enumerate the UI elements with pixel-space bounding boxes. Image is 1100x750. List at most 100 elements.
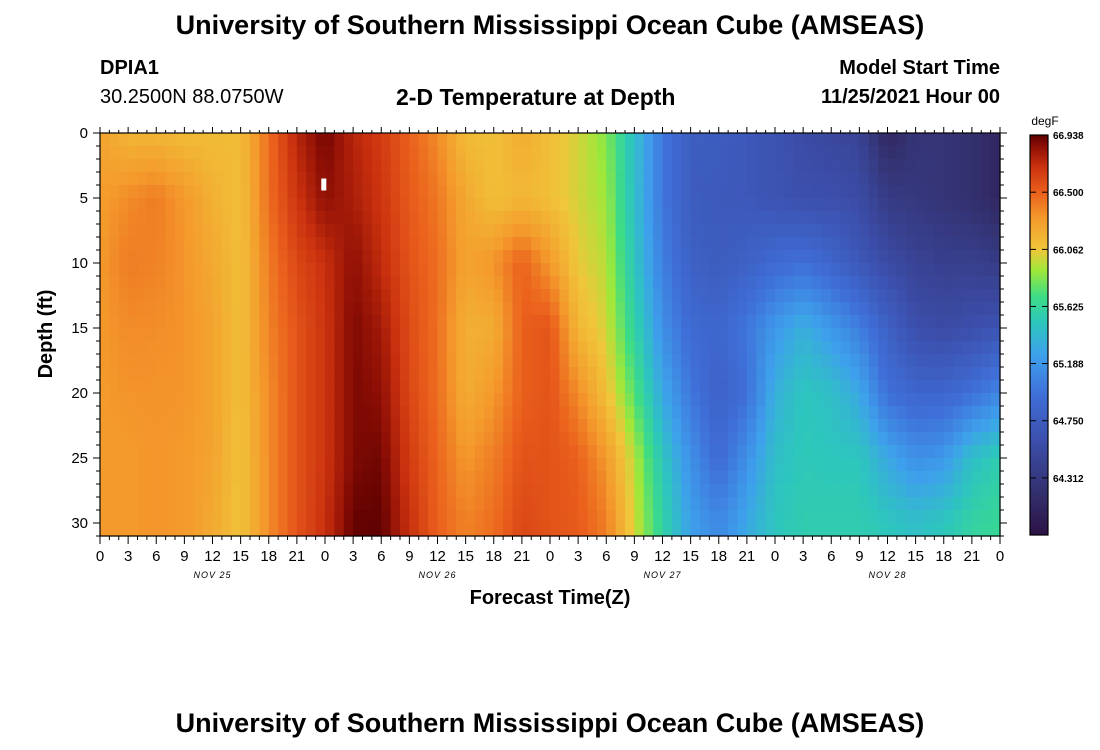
heatmap-cell bbox=[409, 289, 420, 303]
heatmap-cell bbox=[690, 432, 701, 446]
heatmap-cell bbox=[118, 159, 129, 173]
heatmap-cell bbox=[268, 276, 279, 290]
heatmap-cell bbox=[371, 159, 382, 173]
heatmap-cell bbox=[850, 172, 860, 186]
heatmap-cell bbox=[803, 393, 814, 407]
heatmap-cell bbox=[418, 172, 429, 186]
x-tick-label: 15 bbox=[457, 548, 474, 565]
heatmap-cell bbox=[606, 315, 617, 329]
heatmap-cell bbox=[943, 471, 954, 485]
heatmap-cell bbox=[521, 406, 532, 420]
heatmap-cell bbox=[756, 341, 767, 355]
heatmap-cell bbox=[550, 133, 560, 147]
heatmap-cell bbox=[821, 380, 832, 394]
heatmap-cell bbox=[146, 250, 157, 264]
heatmap-cell bbox=[221, 224, 232, 238]
heatmap-cell bbox=[700, 198, 710, 212]
heatmap-cell bbox=[503, 302, 514, 316]
heatmap-cell bbox=[531, 471, 542, 485]
heatmap-cell bbox=[503, 445, 514, 459]
heatmap-cell bbox=[850, 523, 860, 537]
heatmap-cell bbox=[334, 419, 345, 433]
heatmap-cell bbox=[803, 198, 814, 212]
heatmap-cell bbox=[578, 224, 589, 238]
heatmap-cell bbox=[550, 406, 560, 420]
heatmap-cell bbox=[418, 328, 429, 342]
heatmap-cell bbox=[709, 276, 720, 290]
heatmap-cell bbox=[531, 211, 542, 225]
heatmap-cell bbox=[531, 510, 542, 524]
x-tick-label: 12 bbox=[204, 548, 221, 565]
heatmap-cell bbox=[428, 510, 439, 524]
heatmap-cell bbox=[896, 367, 907, 381]
heatmap-cell bbox=[662, 497, 673, 511]
heatmap-cell bbox=[259, 406, 270, 420]
heatmap-cell bbox=[746, 380, 757, 394]
heatmap-cell bbox=[559, 211, 570, 225]
heatmap-cell bbox=[259, 328, 270, 342]
heatmap-cell bbox=[943, 497, 954, 511]
heatmap-cell bbox=[325, 497, 335, 511]
heatmap-cell bbox=[325, 185, 335, 199]
heatmap-cell bbox=[615, 198, 626, 212]
heatmap-cell bbox=[831, 185, 842, 199]
heatmap-cell bbox=[475, 315, 485, 329]
heatmap-cell bbox=[700, 211, 710, 225]
heatmap-cell bbox=[109, 432, 120, 446]
heatmap-cell bbox=[212, 276, 223, 290]
heatmap-cell bbox=[990, 276, 1001, 290]
heatmap-cell bbox=[165, 328, 176, 342]
heatmap-cell bbox=[503, 419, 514, 433]
heatmap-cell bbox=[212, 315, 223, 329]
heatmap-cell bbox=[400, 146, 410, 160]
heatmap-cell bbox=[840, 471, 851, 485]
heatmap-cell bbox=[728, 250, 739, 264]
heatmap-cell bbox=[278, 341, 289, 355]
heatmap-cell bbox=[850, 432, 860, 446]
heatmap-cell bbox=[709, 172, 720, 186]
heatmap-cell bbox=[240, 484, 251, 498]
heatmap-cell bbox=[625, 289, 635, 303]
heatmap-cell bbox=[850, 380, 860, 394]
heatmap-cell bbox=[193, 211, 204, 225]
heatmap-cell bbox=[221, 406, 232, 420]
heatmap-cell bbox=[362, 276, 373, 290]
heatmap-cell bbox=[756, 354, 767, 368]
heatmap-cell bbox=[250, 315, 260, 329]
heatmap-cell bbox=[362, 328, 373, 342]
heatmap-cell bbox=[371, 250, 382, 264]
heatmap-cell bbox=[315, 237, 326, 251]
heatmap-cell bbox=[812, 523, 823, 537]
heatmap-cell bbox=[765, 406, 776, 420]
heatmap-cell bbox=[493, 354, 504, 368]
heatmap-cell bbox=[728, 523, 739, 537]
heatmap-cell bbox=[203, 432, 214, 446]
heatmap-cell bbox=[653, 406, 664, 420]
heatmap-cell bbox=[868, 471, 879, 485]
heatmap-cell bbox=[456, 172, 467, 186]
heatmap-cell bbox=[803, 510, 814, 524]
heatmap-cell bbox=[840, 341, 851, 355]
heatmap-cell bbox=[334, 198, 345, 212]
heatmap-cell bbox=[671, 263, 682, 277]
heatmap-cell bbox=[493, 159, 504, 173]
heatmap-cell bbox=[503, 380, 514, 394]
heatmap-cell bbox=[643, 315, 654, 329]
heatmap-cell bbox=[550, 146, 560, 160]
heatmap-cell bbox=[175, 523, 185, 537]
heatmap-cell bbox=[643, 211, 654, 225]
heatmap-cell bbox=[568, 159, 579, 173]
heatmap-cell bbox=[596, 510, 607, 524]
heatmap-cell bbox=[831, 432, 842, 446]
colorbar: degF 66.93866.50066.06265.62565.18864.75… bbox=[1029, 114, 1084, 536]
heatmap-cell bbox=[484, 250, 495, 264]
heatmap-cell bbox=[325, 172, 335, 186]
heatmap-cell bbox=[409, 211, 420, 225]
heatmap-cell bbox=[493, 224, 504, 238]
heatmap-cell bbox=[259, 185, 270, 199]
heatmap-cell bbox=[343, 432, 354, 446]
heatmap-cell bbox=[915, 497, 926, 511]
heatmap-cell bbox=[343, 393, 354, 407]
heatmap-cell bbox=[531, 289, 542, 303]
heatmap-cell bbox=[268, 146, 279, 160]
